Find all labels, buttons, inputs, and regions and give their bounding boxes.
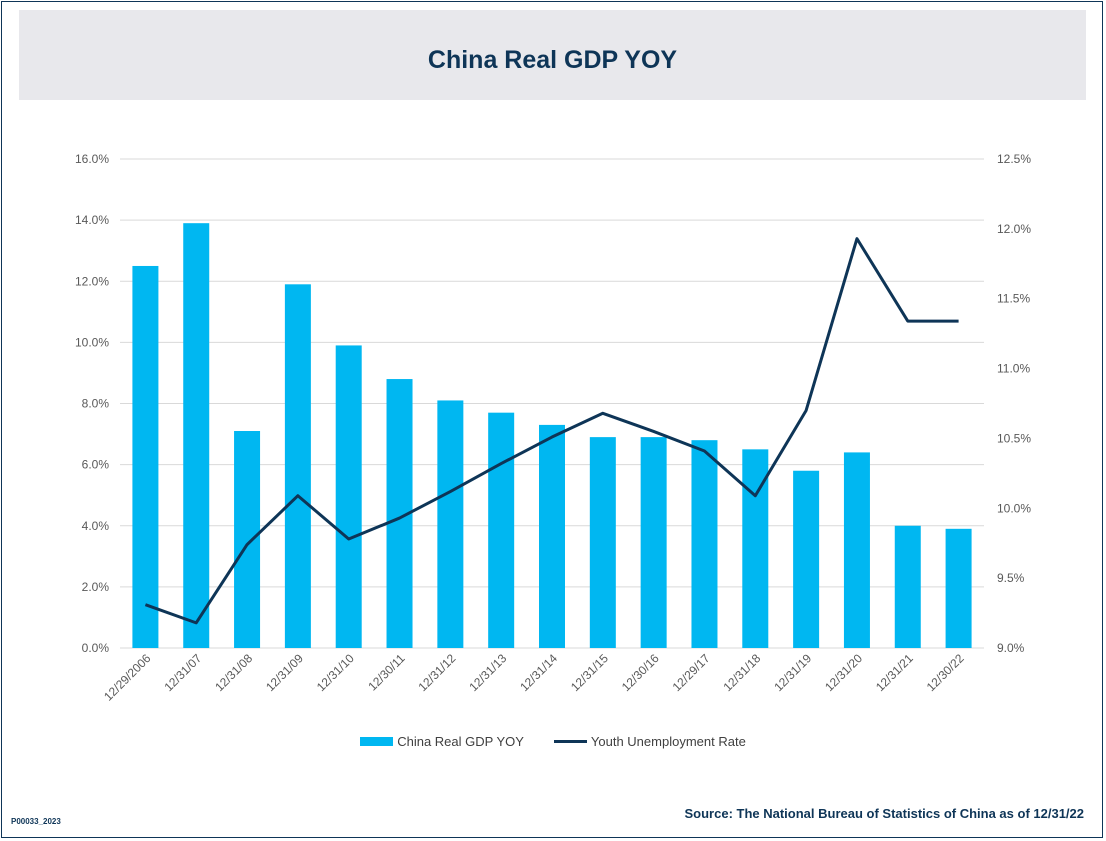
source-note: Source: The National Bureau of Statistic… (684, 806, 1085, 821)
bar (640, 437, 667, 648)
y-right-tick-label: 12.0% (997, 222, 1031, 236)
bar (691, 440, 718, 648)
y-left-tick-label: 8.0% (82, 397, 110, 411)
y-left-tick-label: 14.0% (75, 213, 109, 227)
legend-swatch-gdp (360, 737, 394, 746)
bar (793, 470, 820, 648)
bar (234, 431, 261, 648)
x-tick-label: 12/31/08 (212, 651, 255, 694)
x-tick-label: 12/31/10 (314, 651, 357, 694)
y-left-tick-label: 0.0% (82, 641, 110, 655)
x-tick-label: 12/31/15 (568, 651, 611, 694)
bar (284, 284, 311, 648)
legend-label-gdp: China Real GDP YOY (397, 734, 524, 749)
x-tick-label: 12/31/07 (161, 651, 204, 694)
bar (539, 424, 565, 648)
bar (488, 412, 515, 648)
legend-item-gdp: China Real GDP YOY (360, 734, 524, 749)
legend-swatch-unemployment (553, 740, 587, 743)
y-right-tick-label: 11.0% (997, 362, 1030, 376)
bar (335, 345, 362, 648)
bar (183, 223, 210, 648)
y-right-tick-label: 12.5% (997, 152, 1031, 166)
y-right-tick-label: 10.0% (997, 501, 1031, 515)
bar (437, 400, 464, 648)
legend-label-unemployment: Youth Unemployment Rate (590, 734, 746, 749)
y-left-tick-label: 2.0% (82, 580, 110, 594)
y-right-tick-label: 11.5% (997, 292, 1030, 306)
x-tick-label: 12/30/11 (365, 651, 408, 694)
document-code: P00033_2023 (11, 817, 61, 826)
x-tick-label: 12/31/19 (771, 651, 814, 694)
x-tick-label: 12/31/14 (517, 651, 560, 694)
x-tick-label: 12/31/21 (873, 651, 916, 694)
y-left-tick-label: 16.0% (75, 152, 109, 166)
bar (132, 265, 159, 648)
legend: China Real GDP YOY Youth Unemployment Ra… (0, 734, 1106, 749)
y-left-tick-label: 4.0% (82, 519, 110, 533)
y-left-tick-label: 6.0% (82, 458, 110, 472)
x-tick-label: 12/31/09 (263, 651, 306, 694)
y-right-tick-label: 9.0% (997, 641, 1025, 655)
x-tick-label: 12/30/22 (924, 651, 967, 694)
x-tick-label: 12/31/13 (466, 651, 509, 694)
y-left-tick-label: 10.0% (75, 335, 109, 349)
x-tick-label: 12/31/20 (822, 651, 865, 694)
x-tick-label: 12/29/2006 (101, 651, 154, 704)
bar (945, 528, 972, 648)
x-tick-label: 12/29/17 (670, 651, 713, 694)
bar (843, 452, 870, 648)
x-tick-label: 12/30/16 (619, 651, 662, 694)
x-tick-label: 12/31/12 (416, 651, 459, 694)
y-right-tick-label: 10.5% (997, 431, 1031, 445)
y-right-tick-label: 9.5% (997, 571, 1025, 585)
title-band: China Real GDP YOY (19, 10, 1086, 100)
legend-item-unemployment: Youth Unemployment Rate (553, 734, 746, 749)
bar (894, 525, 921, 648)
y-left-tick-label: 12.0% (75, 274, 109, 288)
chart-title: China Real GDP YOY (427, 46, 678, 74)
bar (589, 437, 616, 648)
x-tick-label: 12/31/18 (720, 651, 763, 694)
